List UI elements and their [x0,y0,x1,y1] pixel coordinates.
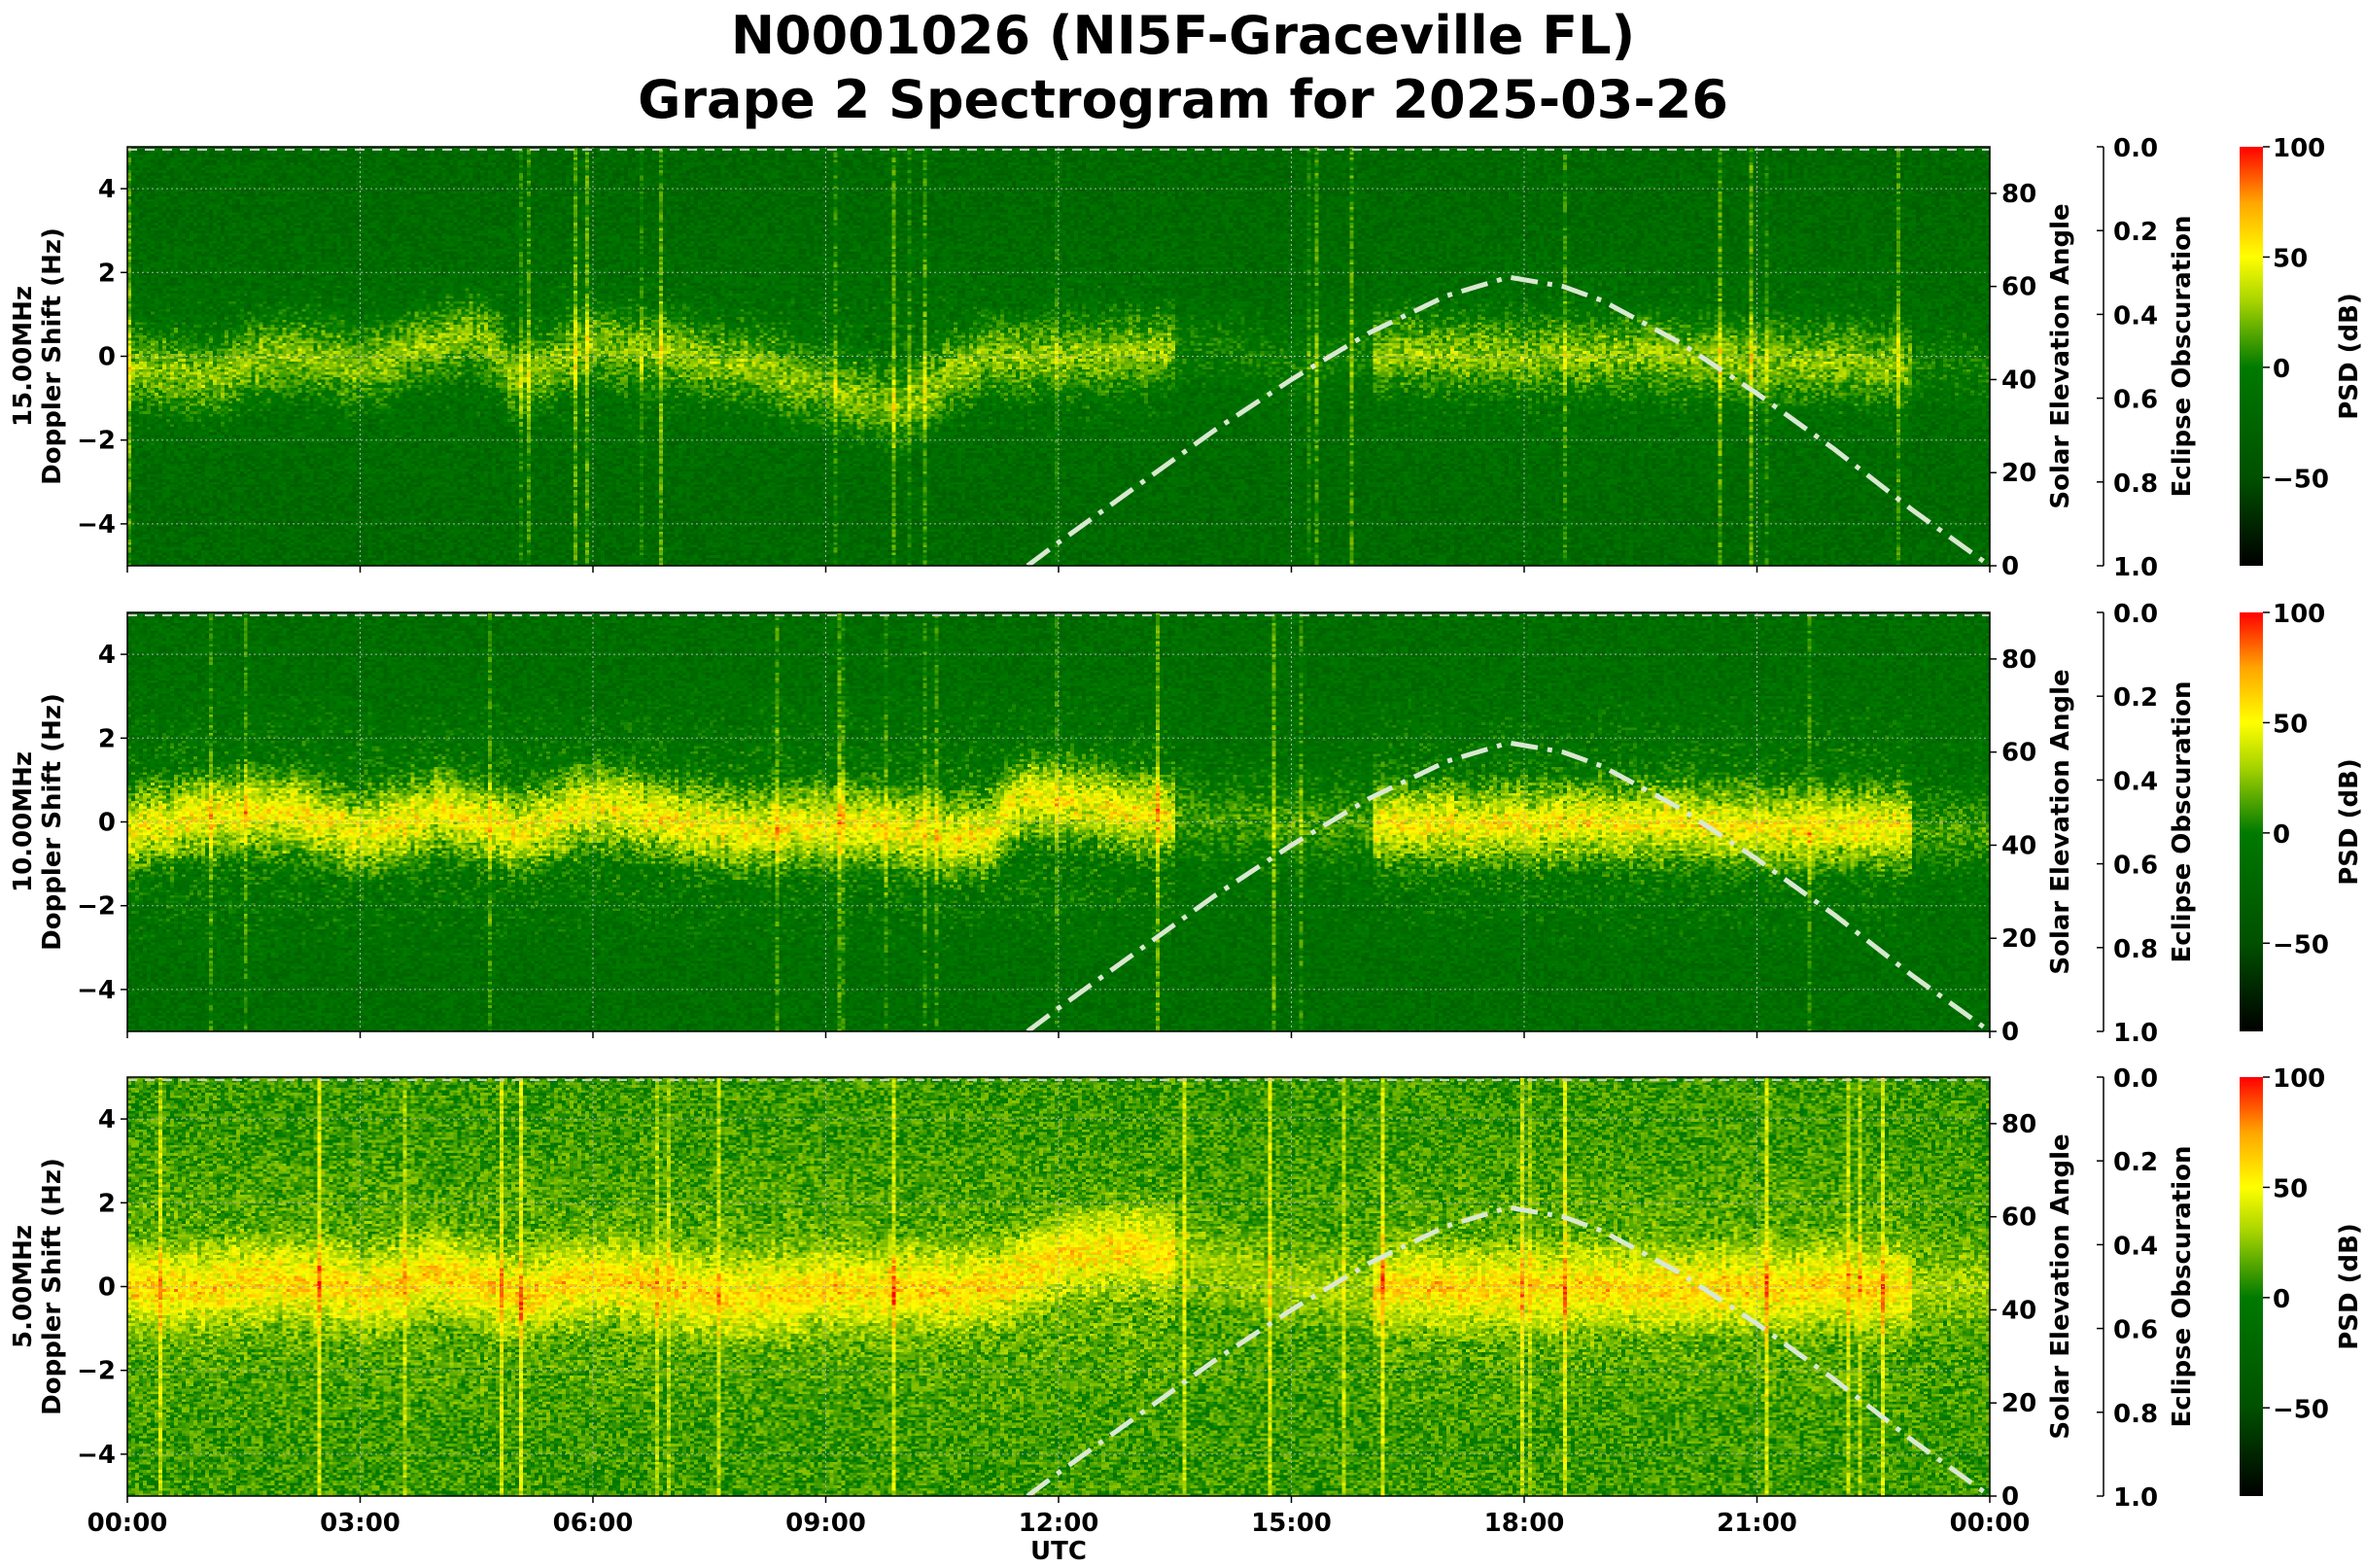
right-tick-label: 20 [2001,924,2036,954]
eclipse-tick-label: 0.2 [2113,218,2158,247]
eclipse-tick-label: 0.6 [2113,1316,2158,1345]
solar-elevation-curve [1026,740,1992,1034]
eclipse-tick-label: 1.0 [2113,1019,2158,1048]
solar-elevation-curve [1026,274,1992,569]
right-tick-label: 60 [2001,739,2036,768]
colorbar-tick-label: −50 [2273,930,2329,959]
colorbar-tick-label: 0 [2273,355,2290,384]
colorbar [2240,147,2263,566]
right-tick-label: 20 [2001,1389,2036,1418]
eclipse-tick-label: 0.4 [2113,767,2158,796]
colorbar-tick-label: 0 [2273,1285,2290,1314]
panel-5-00MHz: 420−2−45.00MHz Doppler Shift (Hz)80604020… [9,1064,2364,1538]
y-tick-label: 4 [98,1105,116,1134]
eclipse-tick-label: 0.0 [2113,600,2158,629]
x-tick-label: 09:00 [785,1509,866,1538]
x-axis-label: UTC [1030,1537,1087,1566]
right-tick-label: 0 [2001,1018,2019,1047]
right-tick-label: 80 [2001,180,2036,209]
colorbar-tick-label: 0 [2273,820,2290,850]
colorbar-tick-label: −50 [2273,465,2329,494]
eclipse-tick-label: 0.2 [2113,1148,2158,1177]
colorbar-label: PSD (dB) [2335,1223,2364,1350]
y-tick-label: 2 [98,1189,116,1218]
eclipse-axis-label: Eclipse Obscuration [2168,681,2197,963]
eclipse-tick-label: 0.8 [2113,935,2158,964]
eclipse-tick-label: 0.8 [2113,1400,2158,1429]
panel-10-00MHz: 420−2−410.00MHz Doppler Shift (Hz)8060402… [9,600,2364,1048]
x-tick-label: 03:00 [320,1509,400,1538]
eclipse-axis-label: Eclipse Obscuration [2168,1146,2197,1428]
y-tick-label: −4 [77,510,116,540]
eclipse-tick-label: 0.0 [2113,1064,2158,1094]
right-tick-label: 80 [2001,645,2036,675]
colorbar-tick-label: 50 [2273,244,2308,273]
y-tick-label: −2 [77,1357,116,1386]
eclipse-tick-label: 0.6 [2113,852,2158,881]
colorbar-label: PSD (dB) [2335,293,2364,420]
y-tick-label: 4 [98,641,116,670]
solar-elevation-axis-label: Solar Elevation Angle [2046,669,2075,974]
panel-frequency-label: 5.00MHz [9,1225,38,1348]
colorbar-tick-label: −50 [2273,1395,2329,1424]
x-tick-label: 06:00 [553,1509,634,1538]
right-tick-label: 0 [2001,1482,2019,1512]
right-tick-label: 60 [2001,273,2036,302]
y-axis-label: Doppler Shift (Hz) [38,227,67,485]
right-tick-label: 0 [2001,552,2019,581]
eclipse-tick-label: 0.0 [2113,134,2158,163]
y-axis-label: Doppler Shift (Hz) [38,693,67,951]
x-tick-label: 00:00 [1950,1509,2031,1538]
y-tick-label: 2 [98,724,116,753]
colorbar-tick-label: 100 [2273,134,2325,163]
colorbar-tick-label: 50 [2273,710,2308,739]
right-tick-label: 60 [2001,1203,2036,1233]
chart-title-line1: N0001026 (NI5F-Graceville FL) [731,5,1635,66]
x-tick-label: 15:00 [1251,1509,1332,1538]
eclipse-tick-label: 1.0 [2113,553,2158,582]
eclipse-tick-label: 0.4 [2113,1232,2158,1261]
y-tick-label: −4 [77,976,116,1005]
y-tick-label: −4 [77,1441,116,1470]
right-tick-label: 40 [2001,1296,2036,1325]
x-tick-label: 21:00 [1717,1509,1797,1538]
y-tick-label: 2 [98,259,116,288]
solar-elevation-curve [1026,1204,1992,1499]
colorbar-label: PSD (dB) [2335,758,2364,886]
eclipse-tick-label: 0.8 [2113,470,2158,499]
y-tick-label: −2 [77,892,116,922]
eclipse-tick-label: 0.4 [2113,301,2158,331]
y-tick-label: 0 [98,343,116,372]
y-tick-label: −2 [77,427,116,456]
panel-frequency-label: 10.00MHz [9,751,38,892]
colorbar-tick-label: 100 [2273,600,2325,629]
y-axis-label: Doppler Shift (Hz) [38,1158,67,1415]
x-tick-label: 12:00 [1019,1509,1099,1538]
colorbar [2240,1077,2263,1496]
x-tick-label: 00:00 [87,1509,168,1538]
y-tick-label: 4 [98,175,116,204]
eclipse-tick-label: 0.6 [2113,386,2158,415]
eclipse-tick-label: 1.0 [2113,1483,2158,1513]
colorbar-tick-label: 50 [2273,1174,2308,1203]
right-tick-label: 40 [2001,831,2036,860]
x-tick-label: 18:00 [1484,1509,1565,1538]
colorbar-tick-label: 100 [2273,1064,2325,1094]
y-tick-label: 0 [98,1273,116,1303]
right-tick-label: 20 [2001,459,2036,488]
solar-elevation-axis-label: Solar Elevation Angle [2046,1133,2075,1439]
eclipse-axis-label: Eclipse Obscuration [2168,216,2197,498]
right-tick-label: 80 [2001,1110,2036,1139]
y-tick-label: 0 [98,809,116,838]
chart-title-line2: Grape 2 Spectrogram for 2025-03-26 [638,69,1728,130]
panel-15-00MHz: 420−2−415.00MHz Doppler Shift (Hz)8060402… [9,134,2364,582]
colorbar [2240,612,2263,1031]
panel-frequency-label: 15.00MHz [9,286,38,427]
solar-elevation-axis-label: Solar Elevation Angle [2046,203,2075,508]
right-tick-label: 40 [2001,366,2036,395]
eclipse-tick-label: 0.2 [2113,683,2158,713]
